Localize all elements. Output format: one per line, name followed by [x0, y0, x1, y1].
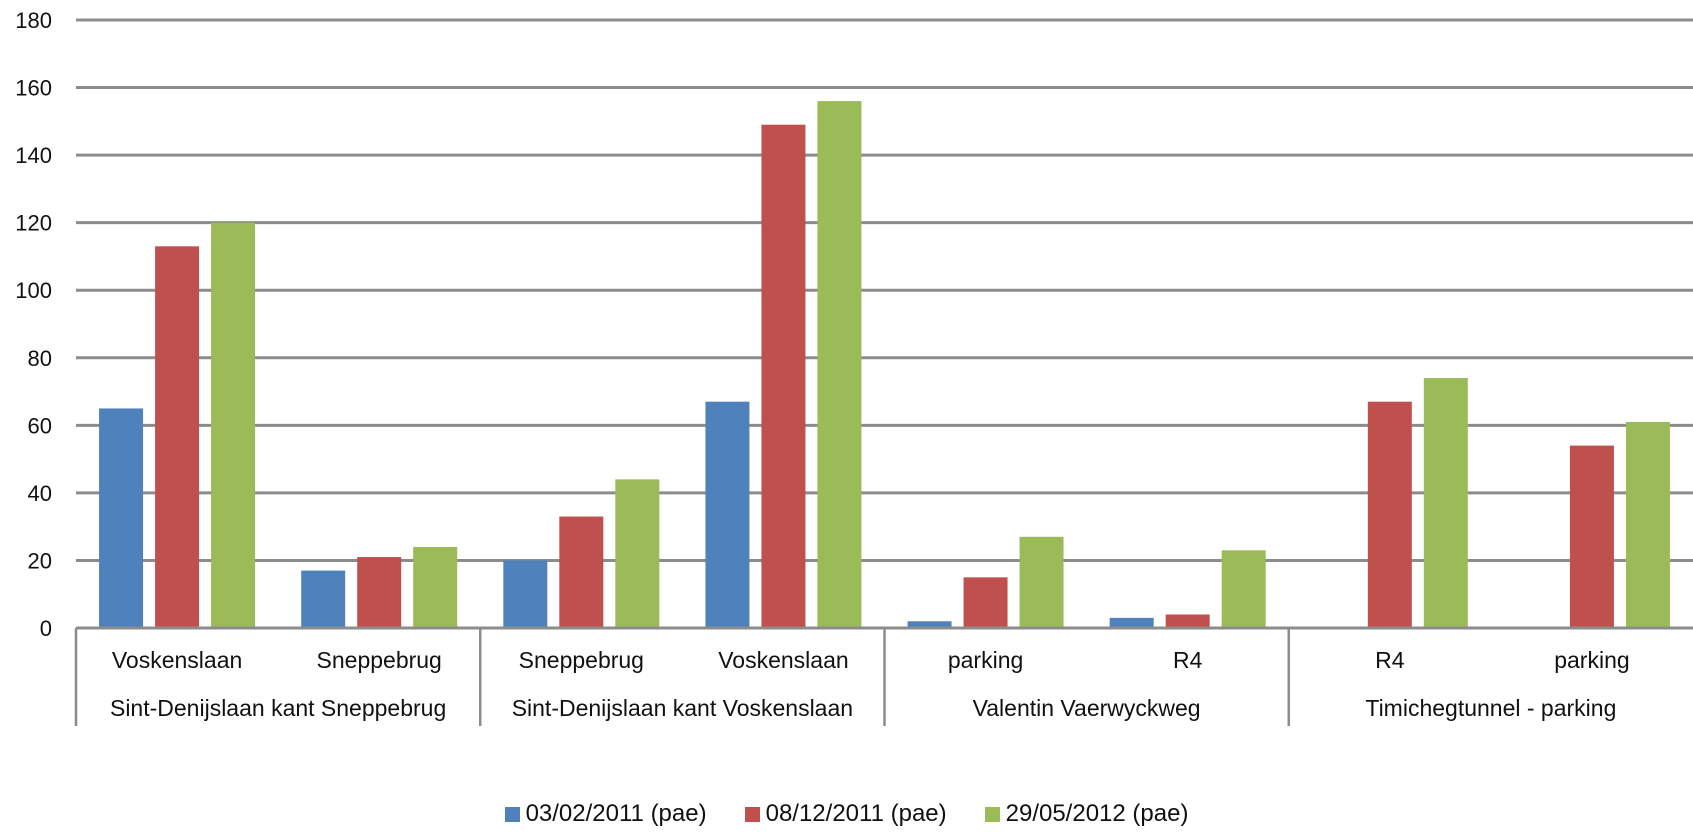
- x-axis: Voskenslaan Sneppebrug Sneppebrug Voskensla…: [74, 626, 1693, 726]
- y-tick-label: 100: [15, 278, 52, 303]
- x-tick-label: Sneppebrug: [317, 647, 442, 673]
- bar: [907, 621, 952, 628]
- gridlines: [76, 18, 1693, 630]
- y-tick-label: 0: [40, 616, 52, 641]
- y-tick-label: 40: [28, 481, 52, 506]
- y-tick-label: 20: [28, 548, 52, 573]
- x-tick-label: R4: [1173, 647, 1203, 673]
- legend-label: 03/02/2011 (pae): [525, 800, 707, 827]
- bar: [1165, 614, 1210, 628]
- y-tick-label: 160: [15, 76, 52, 101]
- bar: [1367, 401, 1412, 628]
- bar: [301, 570, 346, 628]
- x-tick-label: R4: [1375, 647, 1405, 673]
- bar: [1019, 536, 1064, 628]
- legend-swatch: [744, 806, 760, 822]
- bar: [1109, 617, 1154, 628]
- group-label: Timichegtunnel - parking: [1365, 695, 1616, 721]
- legend-item: 08/12/2011 (pae): [744, 800, 947, 828]
- bar: [1569, 445, 1614, 628]
- bar: [155, 246, 200, 629]
- bar: [817, 101, 862, 629]
- bar: [705, 401, 750, 628]
- bar: [357, 557, 402, 628]
- x-tick-label: parking: [948, 647, 1023, 673]
- bar: [211, 222, 256, 628]
- bar: [761, 124, 806, 628]
- y-tick-label: 60: [28, 413, 52, 438]
- y-tick-label: 80: [28, 346, 52, 371]
- x-tick-label: Voskenslaan: [718, 647, 848, 673]
- bar: [559, 516, 604, 628]
- legend: 03/02/2011 (pae) 08/12/2011 (pae) 29/05/20…: [0, 800, 1693, 828]
- x-tick-label: Voskenslaan: [112, 647, 242, 673]
- bar: [413, 546, 458, 628]
- bar: [1221, 550, 1266, 628]
- y-tick-label: 120: [15, 211, 52, 236]
- legend-label: 29/05/2012 (pae): [1005, 800, 1189, 827]
- y-tick-label: 140: [15, 143, 52, 168]
- legend-item: 29/05/2012 (pae): [984, 800, 1189, 828]
- y-axis-ticks: 0 20 40 60 80 100 120 140 160 180: [15, 8, 52, 641]
- bar: [615, 479, 660, 628]
- legend-swatch: [504, 806, 520, 822]
- group-label: Valentin Vaerwyckweg: [973, 695, 1201, 721]
- legend-item: 03/02/2011 (pae): [504, 800, 707, 828]
- legend-swatch: [984, 806, 1000, 822]
- y-tick-label: 180: [15, 8, 52, 33]
- bar: [99, 408, 144, 628]
- bar: [503, 560, 548, 628]
- bar: [1625, 421, 1670, 628]
- legend-label: 08/12/2011 (pae): [765, 800, 947, 827]
- x-tick-label: Sneppebrug: [519, 647, 644, 673]
- group-label: Sint-Denijslaan kant Sneppebrug: [110, 695, 446, 721]
- bar-chart: 0 20 40 60 80 100 120 140 160 180 Voskenslaan Snep…: [15, 8, 1693, 726]
- bar: [963, 577, 1008, 628]
- x-tick-label: parking: [1554, 647, 1629, 673]
- bars: [99, 101, 1670, 629]
- group-label: Sint-Denijslaan kant Voskenslaan: [512, 695, 853, 721]
- bar: [1423, 378, 1468, 628]
